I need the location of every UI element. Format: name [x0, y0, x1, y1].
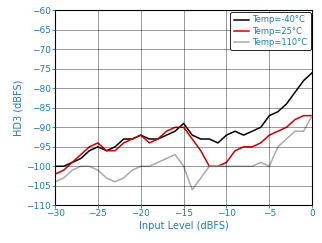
Temp=110°C	[122, 176, 126, 179]
Temp=110°C	[310, 114, 314, 117]
Temp=110°C	[259, 161, 263, 164]
Temp=25°C	[259, 141, 263, 144]
Temp=110°C	[62, 176, 66, 179]
Temp=-40°C	[96, 145, 100, 148]
Temp=110°C	[105, 176, 109, 179]
Temp=110°C	[267, 165, 271, 168]
Temp=-40°C	[147, 138, 151, 140]
Temp=25°C	[199, 149, 203, 152]
Temp=25°C	[156, 138, 160, 140]
Temp=110°C	[293, 130, 297, 133]
Temp=-40°C	[88, 149, 91, 152]
Temp=110°C	[216, 165, 220, 168]
Temp=25°C	[79, 153, 83, 156]
Temp=110°C	[285, 138, 289, 140]
Temp=-40°C	[302, 79, 306, 82]
Temp=-40°C	[130, 138, 134, 140]
Temp=-40°C	[173, 130, 177, 133]
Legend: Temp=-40°C, Temp=25°C, Temp=110°C: Temp=-40°C, Temp=25°C, Temp=110°C	[230, 12, 310, 50]
Temp=110°C	[224, 165, 228, 168]
Temp=25°C	[285, 126, 289, 129]
Temp=-40°C	[293, 91, 297, 94]
Line: Temp=-40°C: Temp=-40°C	[55, 73, 312, 166]
Temp=110°C	[242, 165, 246, 168]
Temp=-40°C	[122, 138, 126, 140]
Line: Temp=25°C: Temp=25°C	[55, 116, 312, 174]
Temp=-40°C	[310, 71, 314, 74]
Temp=-40°C	[259, 126, 263, 129]
Temp=-40°C	[224, 134, 228, 137]
Temp=-40°C	[285, 103, 289, 105]
Temp=-40°C	[250, 130, 254, 133]
Temp=25°C	[147, 141, 151, 144]
Temp=-40°C	[182, 122, 185, 125]
Temp=110°C	[233, 165, 237, 168]
Temp=25°C	[182, 126, 185, 129]
Temp=110°C	[250, 165, 254, 168]
Temp=-40°C	[156, 138, 160, 140]
Temp=110°C	[207, 165, 211, 168]
Temp=110°C	[139, 165, 143, 168]
Temp=110°C	[113, 180, 117, 183]
Temp=-40°C	[199, 138, 203, 140]
Temp=25°C	[310, 114, 314, 117]
Temp=25°C	[70, 161, 74, 164]
Temp=110°C	[147, 165, 151, 168]
Temp=25°C	[139, 134, 143, 137]
Temp=25°C	[207, 165, 211, 168]
Temp=25°C	[88, 145, 91, 148]
X-axis label: Input Level (dBFS): Input Level (dBFS)	[139, 221, 229, 231]
Temp=110°C	[165, 157, 168, 160]
Temp=-40°C	[105, 149, 109, 152]
Temp=25°C	[130, 138, 134, 140]
Temp=-40°C	[267, 114, 271, 117]
Temp=25°C	[250, 145, 254, 148]
Temp=110°C	[182, 165, 185, 168]
Temp=110°C	[199, 176, 203, 179]
Temp=25°C	[233, 149, 237, 152]
Temp=25°C	[242, 145, 246, 148]
Temp=110°C	[276, 145, 280, 148]
Temp=-40°C	[207, 138, 211, 140]
Temp=110°C	[156, 161, 160, 164]
Temp=25°C	[113, 149, 117, 152]
Temp=25°C	[53, 173, 57, 175]
Temp=-40°C	[242, 134, 246, 137]
Temp=25°C	[173, 126, 177, 129]
Temp=110°C	[79, 165, 83, 168]
Temp=110°C	[302, 130, 306, 133]
Temp=25°C	[302, 114, 306, 117]
Temp=110°C	[70, 169, 74, 172]
Temp=25°C	[96, 141, 100, 144]
Temp=25°C	[165, 130, 168, 133]
Temp=25°C	[224, 161, 228, 164]
Temp=110°C	[88, 165, 91, 168]
Temp=-40°C	[113, 145, 117, 148]
Temp=110°C	[173, 153, 177, 156]
Temp=-40°C	[216, 141, 220, 144]
Temp=110°C	[96, 169, 100, 172]
Temp=-40°C	[70, 161, 74, 164]
Temp=-40°C	[53, 165, 57, 168]
Temp=-40°C	[139, 134, 143, 137]
Y-axis label: HD3 (dBFS): HD3 (dBFS)	[14, 80, 24, 136]
Line: Temp=110°C: Temp=110°C	[55, 116, 312, 190]
Temp=110°C	[190, 188, 194, 191]
Temp=-40°C	[233, 130, 237, 133]
Temp=-40°C	[79, 157, 83, 160]
Temp=25°C	[122, 141, 126, 144]
Temp=25°C	[276, 130, 280, 133]
Temp=110°C	[53, 180, 57, 183]
Temp=-40°C	[62, 165, 66, 168]
Temp=25°C	[105, 149, 109, 152]
Temp=25°C	[216, 165, 220, 168]
Temp=25°C	[190, 138, 194, 140]
Temp=-40°C	[190, 134, 194, 137]
Temp=25°C	[293, 118, 297, 121]
Temp=25°C	[62, 169, 66, 172]
Temp=-40°C	[276, 110, 280, 113]
Temp=110°C	[130, 169, 134, 172]
Temp=-40°C	[165, 134, 168, 137]
Temp=25°C	[267, 134, 271, 137]
